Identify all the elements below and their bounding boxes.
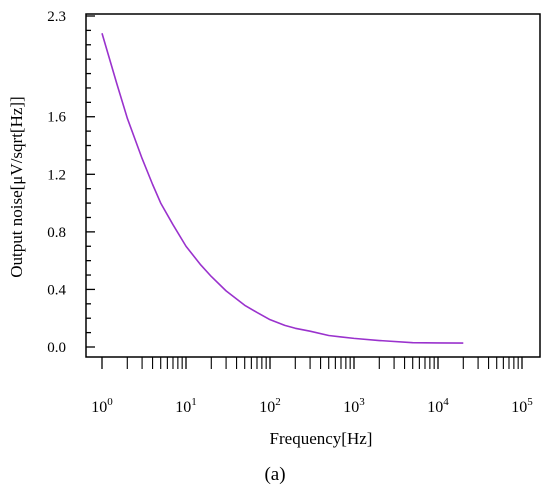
x-axis: 100 101 102 103 104 105 [91, 357, 533, 416]
x-tick-label: 104 [427, 396, 449, 416]
y-axis: 0.0 0.4 0.8 1.2 1.6 2.3 [47, 9, 95, 356]
series-layer [101, 33, 464, 344]
plot-area-border [85, 13, 541, 358]
x-axis-label: Frequency[Hz] [270, 429, 373, 448]
x-tick-label: 105 [511, 396, 533, 416]
y-tick-label: 0.4 [47, 282, 66, 298]
x-tick-label: 102 [259, 396, 281, 416]
figure-caption: (a) [264, 464, 286, 485]
y-tick-label: 2.3 [47, 9, 66, 25]
x-tick-label: 103 [343, 396, 365, 416]
y-axis-label: Output noise[μV/sqrt[Hz]] [7, 96, 26, 277]
plot-frame [85, 13, 541, 358]
y-tick-label: 0.8 [47, 225, 66, 241]
x-tick-label: 101 [175, 396, 197, 416]
noise-curve [101, 33, 464, 344]
x-tick-label: 100 [91, 396, 113, 416]
y-tick-label: 1.6 [47, 110, 66, 126]
y-tick-label: 1.2 [47, 167, 66, 183]
y-tick-label: 0.0 [47, 340, 66, 356]
